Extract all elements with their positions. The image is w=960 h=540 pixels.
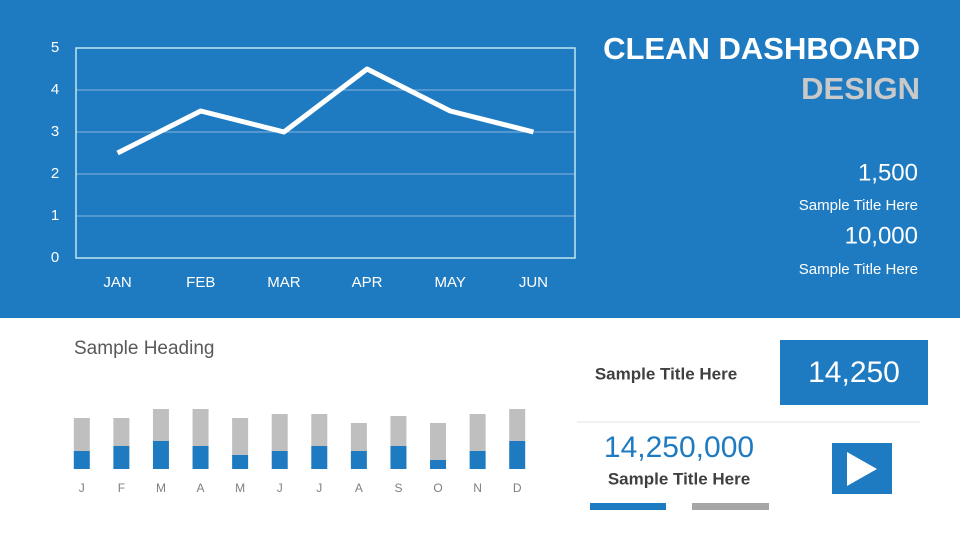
x-tick-label: APR — [352, 274, 383, 291]
stat-label: Sample Title Here — [799, 197, 918, 214]
bar-heading: Sample Heading — [74, 338, 214, 359]
bar-segment — [430, 460, 447, 469]
bar-segment — [350, 423, 367, 451]
stat-label: Sample Title Here — [799, 261, 918, 278]
y-tick-label: 0 — [51, 249, 59, 266]
x-tick-label: O — [433, 481, 442, 495]
bar-segment — [73, 451, 90, 469]
y-tick-label: 5 — [51, 39, 59, 56]
y-tick-label: 3 — [51, 123, 59, 140]
bar-segment — [430, 423, 447, 460]
x-tick-label: J — [316, 481, 322, 495]
x-tick-label: J — [277, 481, 283, 495]
plot-border — [75, 47, 576, 259]
x-tick-label: JAN — [103, 274, 131, 291]
x-tick-label: A — [197, 481, 205, 495]
bar-segment — [509, 441, 526, 469]
bar-segment — [350, 451, 367, 469]
bar-segment — [152, 409, 169, 441]
bar-segment — [271, 414, 288, 451]
x-tick-label: S — [394, 481, 402, 495]
bar-segment — [232, 418, 249, 455]
x-tick-label: A — [355, 481, 363, 495]
kpi-box — [780, 340, 928, 405]
x-tick-label: F — [118, 481, 125, 495]
bar-segment — [232, 455, 249, 469]
x-tick-label: M — [156, 481, 166, 495]
accent-bar — [590, 503, 666, 510]
x-tick-label: MAR — [267, 274, 301, 291]
header-band — [0, 0, 960, 318]
bar-segment — [311, 446, 328, 469]
y-tick-label: 4 — [51, 81, 59, 98]
stat-value: 1,500 — [858, 159, 918, 186]
accent-bar — [692, 503, 769, 510]
bar-segment — [390, 416, 407, 446]
bar-segment — [469, 414, 486, 451]
x-tick-label: FEB — [186, 274, 215, 291]
dashboard-title: CLEAN DASHBOARD — [603, 31, 920, 66]
dashboard-subtitle: DESIGN — [801, 71, 920, 106]
bar-segment — [390, 446, 407, 469]
x-tick-label: MAY — [435, 274, 466, 291]
bar-segment — [113, 446, 130, 469]
bar-segment — [311, 414, 328, 446]
play-icon[interactable] — [847, 452, 877, 486]
y-tick-label: 2 — [51, 165, 59, 182]
bar-segment — [509, 409, 526, 441]
x-tick-label: J — [79, 481, 85, 495]
kpi-big-label: Sample Title Here — [608, 469, 750, 488]
bar-segment — [469, 451, 486, 469]
bar-segment — [271, 451, 288, 469]
x-tick-label: M — [235, 481, 245, 495]
x-tick-label: JUN — [519, 274, 548, 291]
x-tick-label: N — [473, 481, 482, 495]
bar-segment — [192, 446, 209, 469]
play-button[interactable] — [832, 443, 892, 494]
bar-segment — [192, 409, 209, 446]
bar-segment — [113, 418, 130, 446]
bar-segment — [73, 418, 90, 451]
line-series — [116, 66, 535, 156]
x-tick-label: D — [513, 481, 522, 495]
bar-segment — [152, 441, 169, 469]
kpi-big-value: 14,250,000 — [604, 431, 754, 464]
y-tick-label: 1 — [51, 207, 59, 224]
kpi-label: Sample Title Here — [595, 364, 737, 383]
stat-value: 10,000 — [845, 222, 918, 249]
kpi-value: 14,250 — [808, 356, 900, 389]
